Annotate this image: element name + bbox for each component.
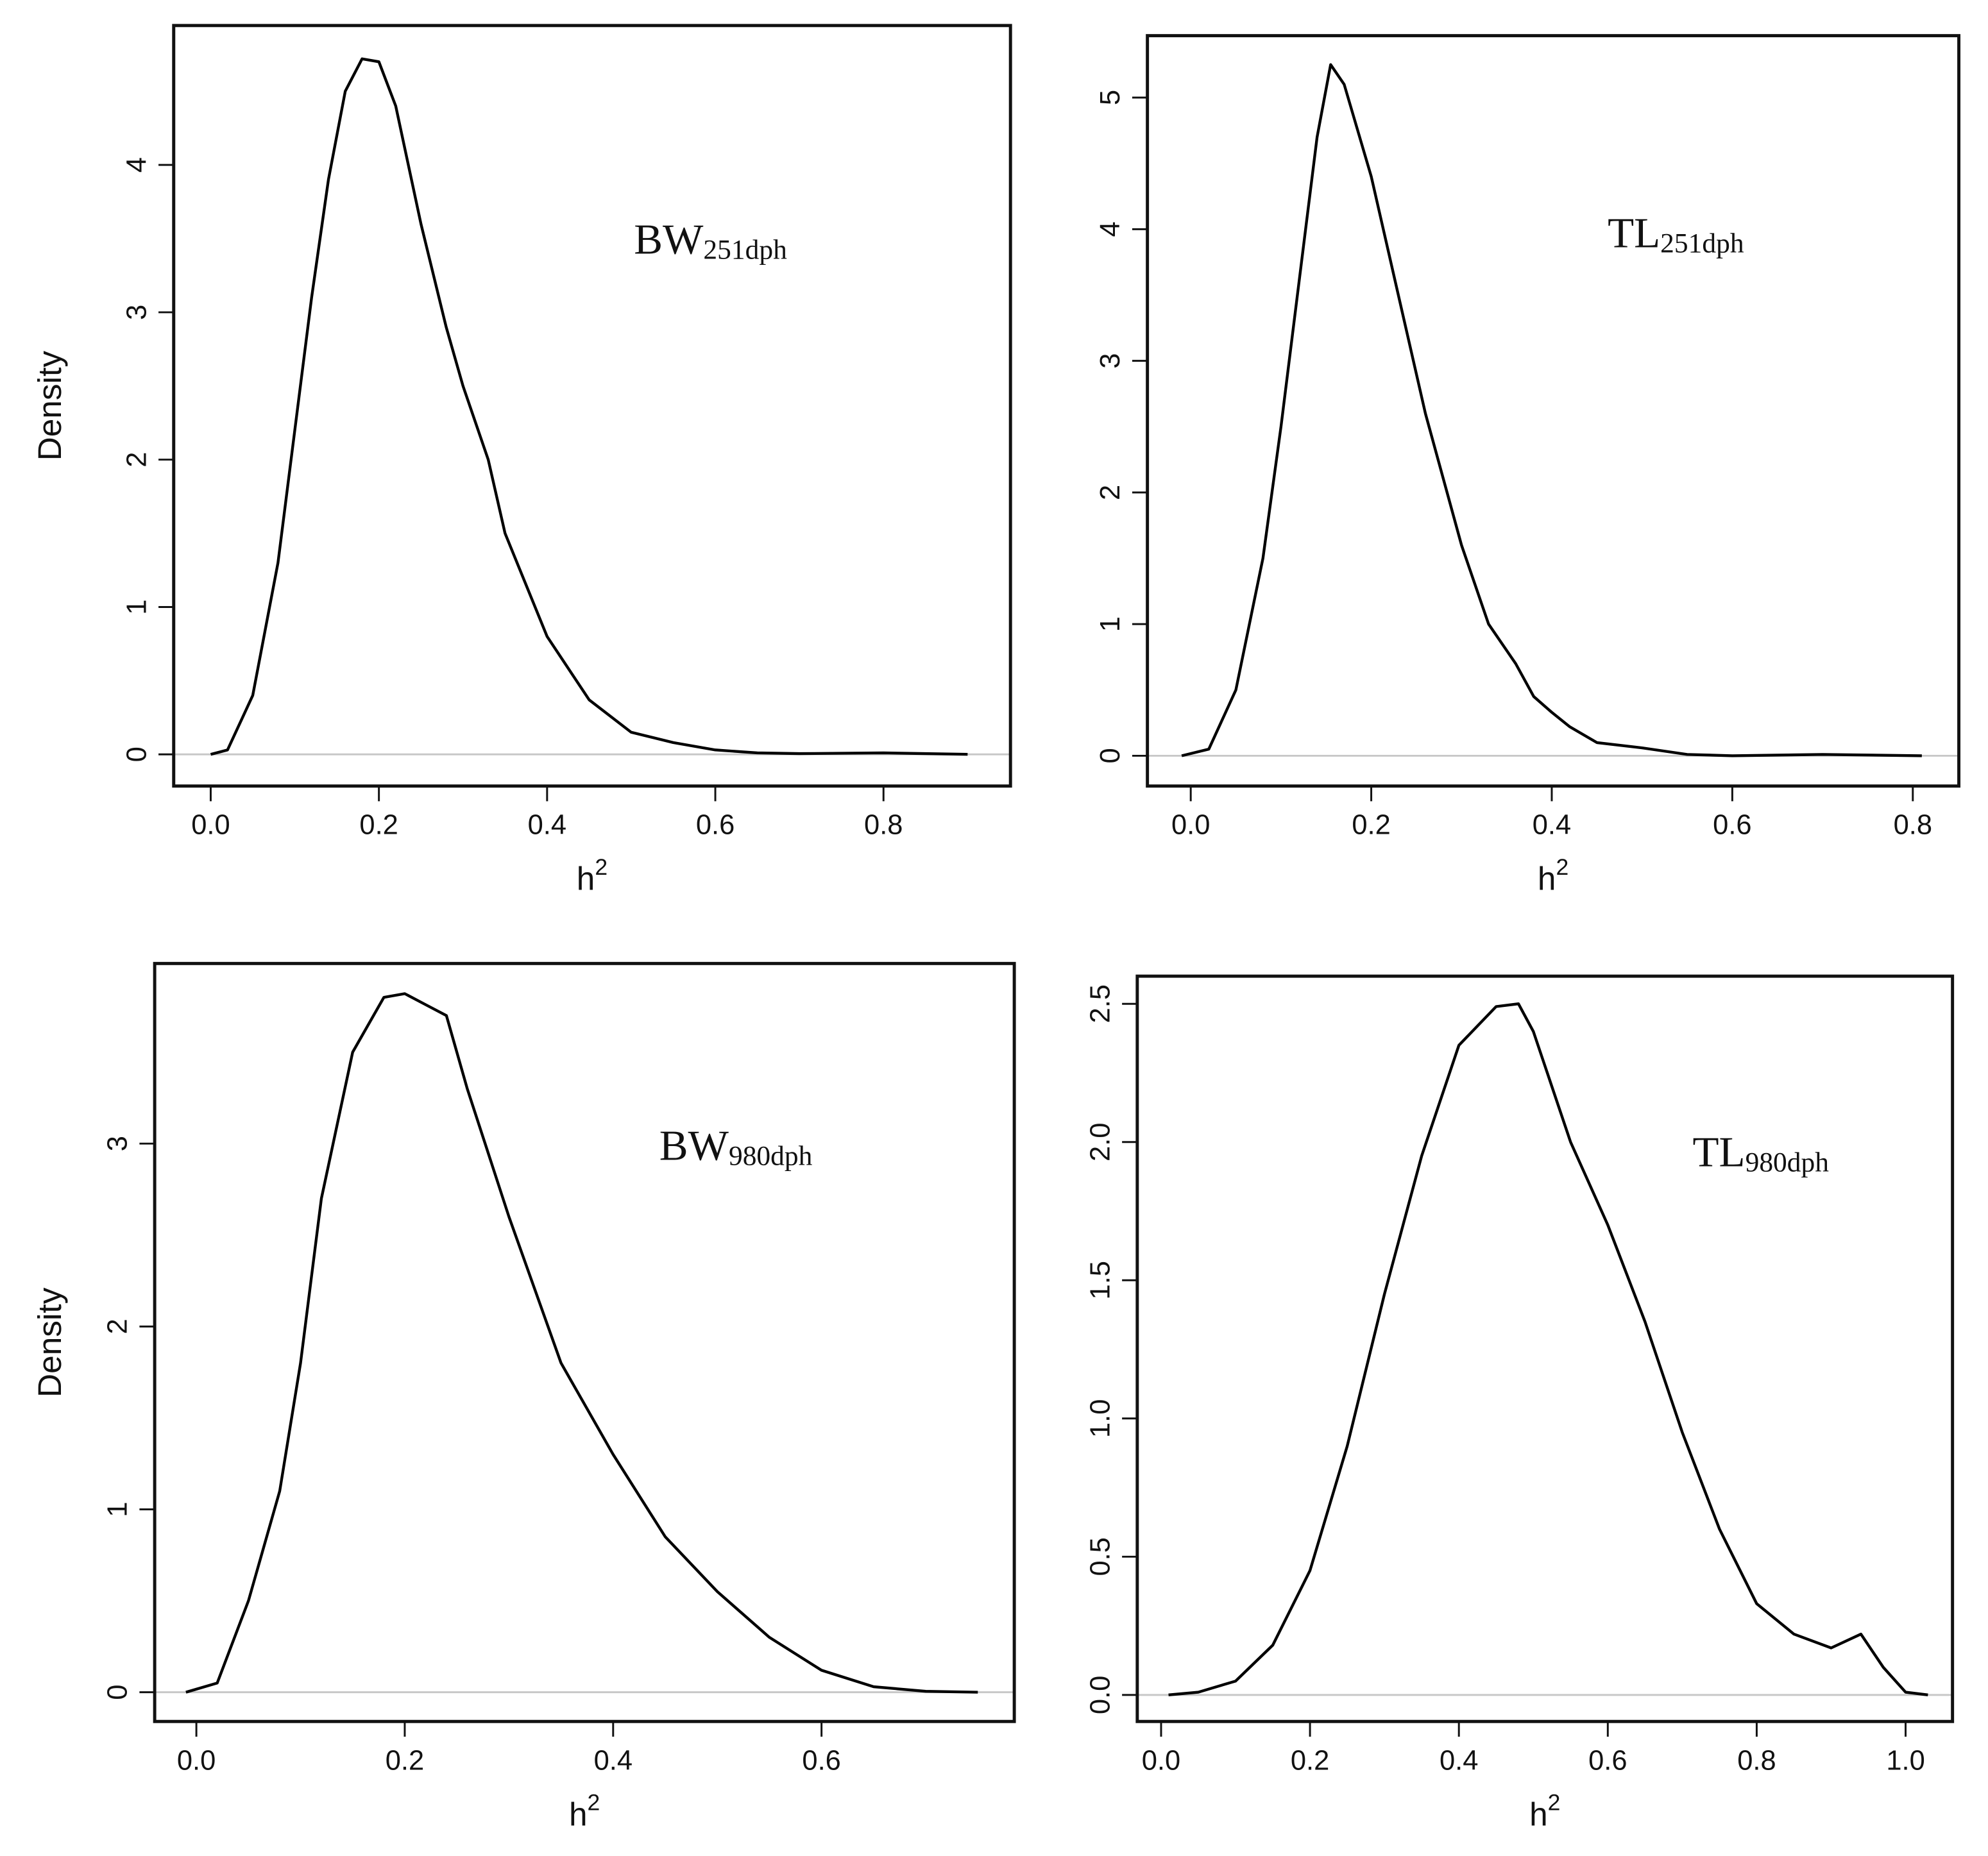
y-axis-label: Density [31,351,68,461]
y-tick-label: 1.5 [1085,1261,1116,1299]
y-tick-label: 0.0 [1085,1676,1116,1714]
y-tick-label: 1.0 [1085,1399,1116,1438]
annotation-main: TL [1608,209,1660,257]
annotation-main: BW [634,215,704,264]
x-tick-label: 0.2 [1291,1745,1329,1776]
density-curve [1168,1002,1928,1697]
x-axis-label: h2 [577,854,607,897]
x-tick-label: 0.0 [177,1745,216,1776]
x-axis-label-base: h [569,1795,588,1832]
x-axis-label-sup: 2 [595,854,607,880]
x-tick-label: 0.8 [1737,1745,1776,1776]
annotation-sub: 980dph [729,1141,813,1172]
x-tick-label: 0.4 [1440,1745,1478,1776]
y-tick-label: 2 [103,1319,133,1334]
y-tick-label: 1 [103,1501,133,1517]
density-curve [185,992,978,1694]
annotation-sub: 980dph [1746,1147,1830,1177]
annotation-sub: 251dph [1660,228,1744,259]
plot-frame [172,24,1012,788]
x-axis-label-base: h [1529,1795,1548,1832]
x-tick-label: 0.8 [864,810,903,841]
y-tick-label: 0 [121,747,152,762]
x-tick-label: 0.6 [1588,1745,1627,1776]
x-tick-label: 0.6 [1713,810,1751,841]
annotation-main: BW [659,1122,729,1170]
y-axis-label: Density [31,1287,68,1397]
y-tick-label: 1 [1095,616,1126,632]
x-tick-label: 0.4 [1533,810,1571,841]
x-tick-label: 0.4 [528,810,566,841]
y-tick-label: 1 [121,599,152,614]
x-axis-label-sup: 2 [588,1790,600,1816]
x-axis-label: h2 [569,1790,600,1833]
annotation: BW980dph [659,1122,813,1172]
y-tick-label: 4 [1095,221,1126,237]
annotation-sub: 251dph [703,234,787,265]
y-tick-label: 2.5 [1085,984,1116,1023]
density-curve [1181,63,1922,757]
y-tick-label: 4 [121,157,152,173]
x-tick-label: 1.0 [1886,1745,1924,1776]
x-tick-label: 0.8 [1894,810,1932,841]
y-tick-label: 0 [1095,748,1126,763]
plot-frame [1146,34,1961,788]
y-tick-label: 2 [1095,485,1126,500]
annotation-main: TL [1692,1128,1745,1176]
plot-frame [1135,974,1955,1723]
x-tick-label: 0.6 [802,1745,840,1776]
y-tick-label: 3 [121,305,152,320]
x-tick-label: 0.2 [359,810,398,841]
y-tick-label: 0 [103,1685,133,1700]
density-curve [210,57,968,756]
y-tick-label: 5 [1095,90,1126,105]
plot-frame [153,961,1016,1723]
x-axis-label-sup: 2 [1548,1790,1561,1816]
x-axis-label-base: h [577,860,595,897]
annotation: TL251dph [1608,209,1744,259]
x-axis-label-sup: 2 [1556,854,1568,880]
x-tick-label: 0.6 [696,810,735,841]
x-axis-label: h2 [1529,1790,1560,1833]
annotation: TL980dph [1692,1128,1829,1178]
y-tick-label: 3 [103,1136,133,1151]
y-tick-label: 0.5 [1085,1537,1116,1576]
x-tick-label: 0.0 [1171,810,1210,841]
y-tick-label: 2.0 [1085,1123,1116,1161]
panel: 0.0 0.2 0.4 0.6 0.8 1.0 0.0 0.5 1.0 1.5 2.0 2.5 h2 TL… [1085,974,1955,1833]
x-tick-label: 0.0 [1142,1745,1180,1776]
x-axis-label: h2 [1538,854,1568,897]
x-tick-label: 0.0 [191,810,230,841]
x-tick-label: 0.2 [1352,810,1390,841]
annotation: BW251dph [634,215,787,266]
x-tick-label: 0.2 [386,1745,424,1776]
x-axis-label-base: h [1538,860,1556,897]
y-tick-label: 2 [121,452,152,468]
x-tick-label: 0.4 [594,1745,633,1776]
y-tick-label: 3 [1095,353,1126,369]
